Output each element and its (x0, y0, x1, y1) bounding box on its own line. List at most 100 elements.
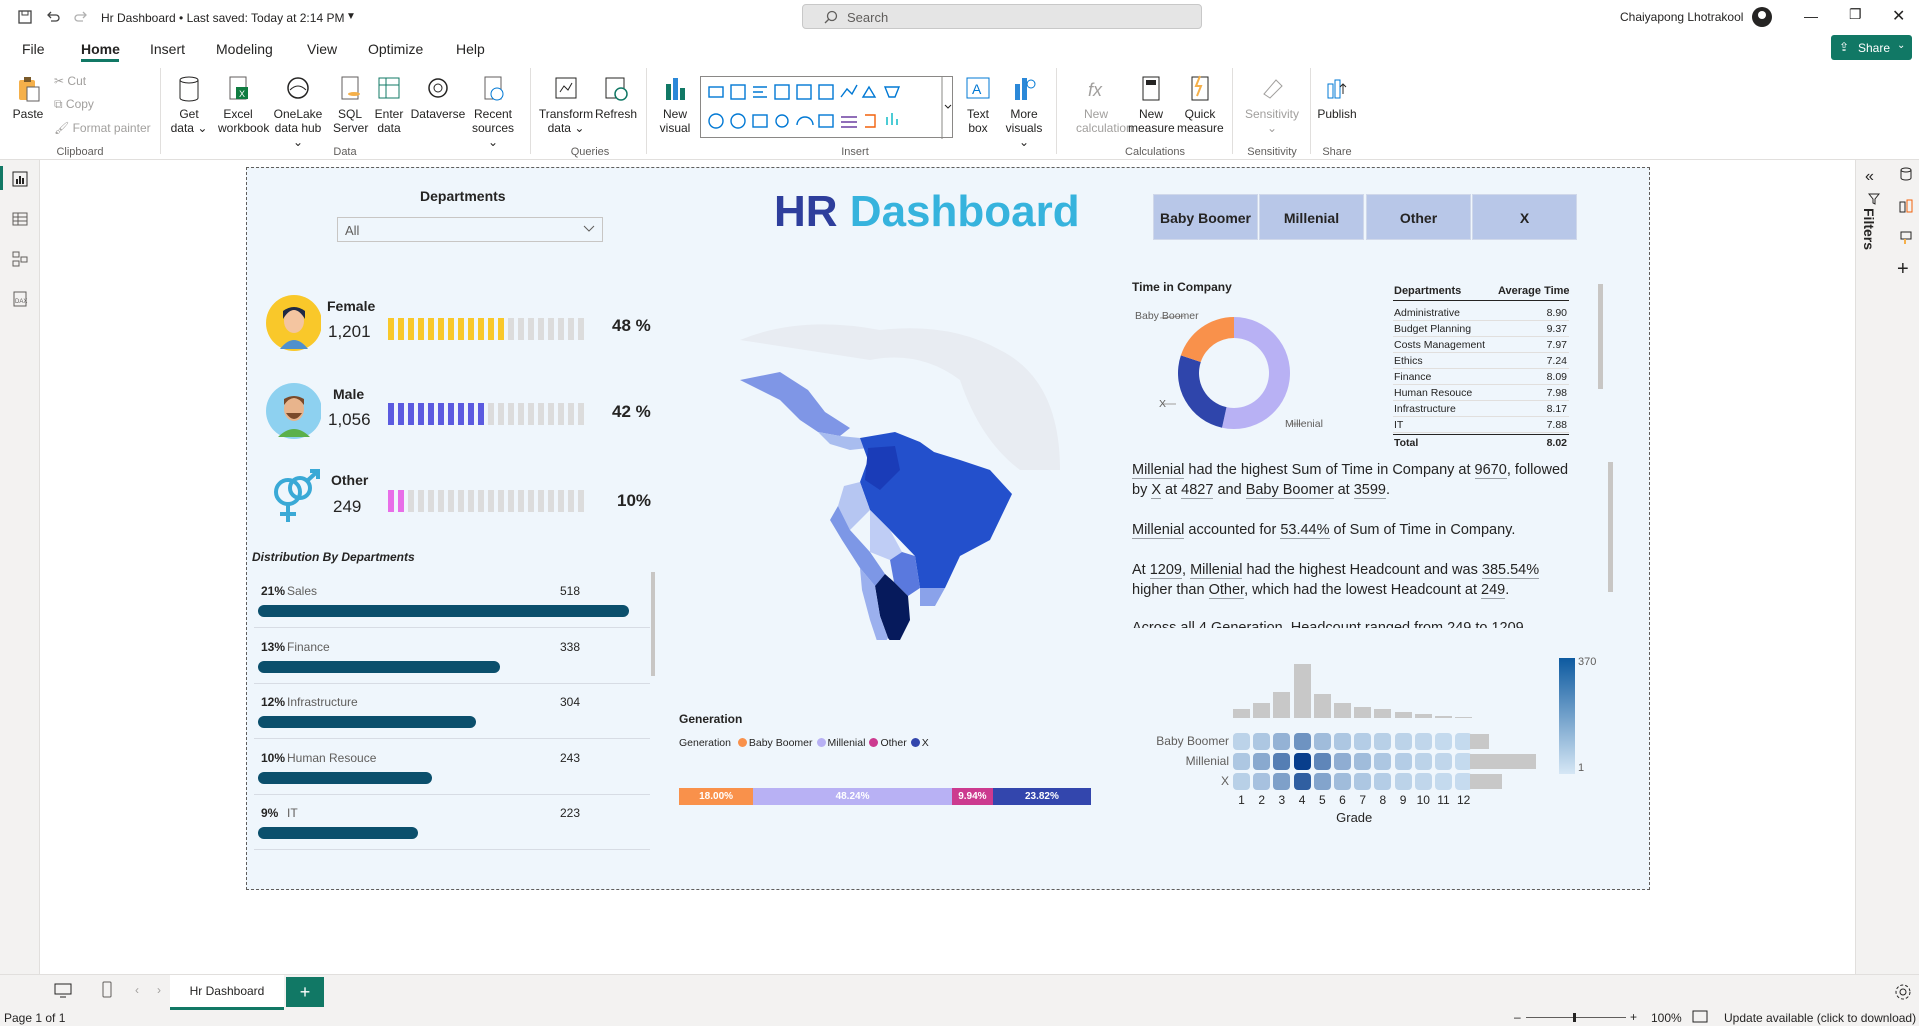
heatmap-cell[interactable] (1233, 773, 1250, 790)
table-row[interactable]: Ethics 7.24 (1393, 353, 1569, 369)
bar-segment-millenial[interactable]: 48.24% (753, 788, 952, 805)
dataverse-button[interactable]: Dataverse (410, 74, 466, 121)
tab-hr-dashboard[interactable]: Hr Dashboard (170, 975, 284, 1010)
distribution-scrollbar[interactable] (651, 572, 655, 676)
menu-modeling[interactable]: Modeling (216, 41, 273, 57)
undo-icon[interactable] (44, 8, 62, 26)
title-dropdown-icon[interactable]: ▼ (346, 11, 356, 22)
heatmap-cell[interactable] (1374, 753, 1392, 770)
menu-help[interactable]: Help (456, 41, 485, 57)
document-title[interactable]: Hr Dashboard • Last saved: Today at 2:14… (101, 11, 345, 25)
transform-data-button[interactable]: Transform data ⌄ (538, 74, 594, 135)
heatmap-cell[interactable] (1313, 733, 1331, 750)
narrative-scrollbar[interactable] (1608, 462, 1613, 592)
heatmap-cell[interactable] (1334, 733, 1351, 750)
heatmap-cell[interactable] (1435, 753, 1452, 770)
insight-value[interactable]: 3599 (1353, 482, 1386, 499)
filters-pane-label[interactable]: Filters (1861, 208, 1877, 251)
table-row[interactable]: 21% Sales 518 (254, 572, 650, 628)
heatmap-cell[interactable] (1414, 773, 1432, 790)
insight-value[interactable]: 385.54% (1481, 562, 1540, 579)
sql-button[interactable]: SQL Server (333, 74, 368, 135)
bar-segment-x[interactable]: 23.82% (992, 788, 1091, 805)
zoom-slider[interactable] (1526, 1017, 1626, 1018)
donut-slice-millenial[interactable] (1221, 317, 1290, 429)
insight-value[interactable]: Millenial (1132, 462, 1185, 479)
quick-measure-button[interactable]: Quick measure (1177, 74, 1224, 135)
minimize-icon[interactable]: — (1804, 8, 1818, 24)
table-row[interactable]: Administrative 8.90 (1393, 305, 1569, 321)
restore-icon[interactable]: ❐ (1849, 6, 1862, 22)
insight-value[interactable]: 249 (1481, 582, 1506, 599)
next-page-icon[interactable]: › (157, 983, 161, 997)
menu-insert[interactable]: Insert (150, 41, 186, 57)
donut-slice-x[interactable] (1178, 355, 1227, 428)
menu-home[interactable]: Home (81, 41, 120, 57)
insight-value[interactable]: Millenial (1190, 562, 1243, 579)
heatmap-cell[interactable] (1253, 773, 1271, 790)
user-name[interactable]: Chaiyapong Lhotrakool (1620, 10, 1744, 24)
bar-segment-other[interactable]: 9.94% (951, 788, 993, 805)
redo-icon[interactable] (72, 8, 90, 26)
more-visuals-button[interactable]: More visuals ⌄ (1000, 74, 1048, 149)
insight-value[interactable]: Baby Boomer (1245, 482, 1334, 499)
heatmap-cell[interactable] (1293, 733, 1311, 750)
table-row[interactable]: IT 7.88 (1393, 417, 1569, 433)
heatmap-cell[interactable] (1414, 753, 1432, 770)
filter-button-x[interactable]: X (1472, 194, 1577, 240)
excel-button[interactable]: X Excel workbook (218, 74, 269, 135)
heatmap-cell[interactable] (1273, 773, 1291, 790)
filter-button-other[interactable]: Other (1366, 194, 1471, 240)
bar-segment-baby-boomer[interactable]: 18.00% (679, 788, 754, 805)
table-row[interactable]: 13% Finance 338 (254, 628, 650, 684)
filter-button-millenial[interactable]: Millenial (1259, 194, 1364, 240)
search-box[interactable]: Search (802, 4, 1202, 29)
table-row[interactable]: Human Resouce 7.98 (1393, 385, 1569, 401)
heatmap-cell[interactable] (1273, 753, 1291, 770)
table-row[interactable]: Costs Management 7.97 (1393, 337, 1569, 353)
heatmap-cell[interactable] (1253, 733, 1271, 750)
mobile-layout-icon[interactable] (101, 981, 113, 999)
new-visual-button[interactable]: New visual (656, 74, 694, 135)
heatmap-cell[interactable] (1455, 733, 1473, 750)
heatmap-cell[interactable] (1394, 753, 1412, 770)
get-data-button[interactable]: Get data ⌄ (170, 74, 208, 135)
close-icon[interactable]: ✕ (1892, 8, 1906, 25)
menu-view[interactable]: View (307, 41, 338, 57)
insight-value[interactable]: 1209 (1149, 562, 1182, 579)
heatmap-cell[interactable] (1253, 753, 1271, 770)
share-button[interactable]: ⇪ Share ⌄ (1831, 35, 1912, 60)
paste-button[interactable]: Paste (10, 74, 46, 121)
update-notice[interactable]: Update available (click to download) (1724, 1011, 1917, 1025)
zoom-out-icon[interactable]: – (1514, 1010, 1521, 1024)
settings-icon[interactable] (1894, 983, 1912, 1001)
table-row[interactable]: 12% Infrastructure 304 (254, 683, 650, 739)
format-pane-icon[interactable] (1898, 198, 1914, 214)
table-row[interactable]: Finance 8.09 (1393, 369, 1569, 385)
insight-value[interactable]: X (1151, 482, 1162, 499)
heatmap-cell[interactable] (1354, 753, 1372, 770)
insight-value[interactable]: 4827 (1181, 482, 1214, 499)
prev-page-icon[interactable]: ‹ (135, 983, 139, 997)
add-pane-icon[interactable]: + (1897, 258, 1909, 280)
add-page-button[interactable]: + (286, 977, 324, 1007)
legend-item[interactable]: Other (869, 737, 907, 749)
heatmap-cell[interactable] (1455, 753, 1473, 770)
text-box-button[interactable]: A Text box (960, 74, 996, 135)
desktop-layout-icon[interactable] (54, 983, 72, 999)
visuals-gallery[interactable] (700, 76, 953, 139)
new-measure-button[interactable]: New measure (1128, 74, 1175, 135)
dax-query-icon[interactable]: DAX (11, 290, 29, 308)
heatmap-cell[interactable] (1455, 773, 1473, 790)
insight-value[interactable]: Other (1208, 582, 1245, 599)
insight-value[interactable]: 53.44% (1280, 522, 1330, 539)
paint-brush-icon[interactable] (1898, 230, 1914, 246)
model-view-icon[interactable] (11, 250, 29, 268)
save-icon[interactable] (16, 8, 34, 26)
legend-item[interactable]: Millenial (816, 737, 865, 749)
legend-item[interactable]: X (910, 737, 929, 749)
heatmap-cell[interactable] (1435, 733, 1452, 750)
table-row[interactable]: Budget Planning 9.37 (1393, 321, 1569, 337)
collapse-icon[interactable]: « (1865, 168, 1874, 185)
onelake-button[interactable]: OneLake data hub ⌄ (270, 74, 326, 149)
